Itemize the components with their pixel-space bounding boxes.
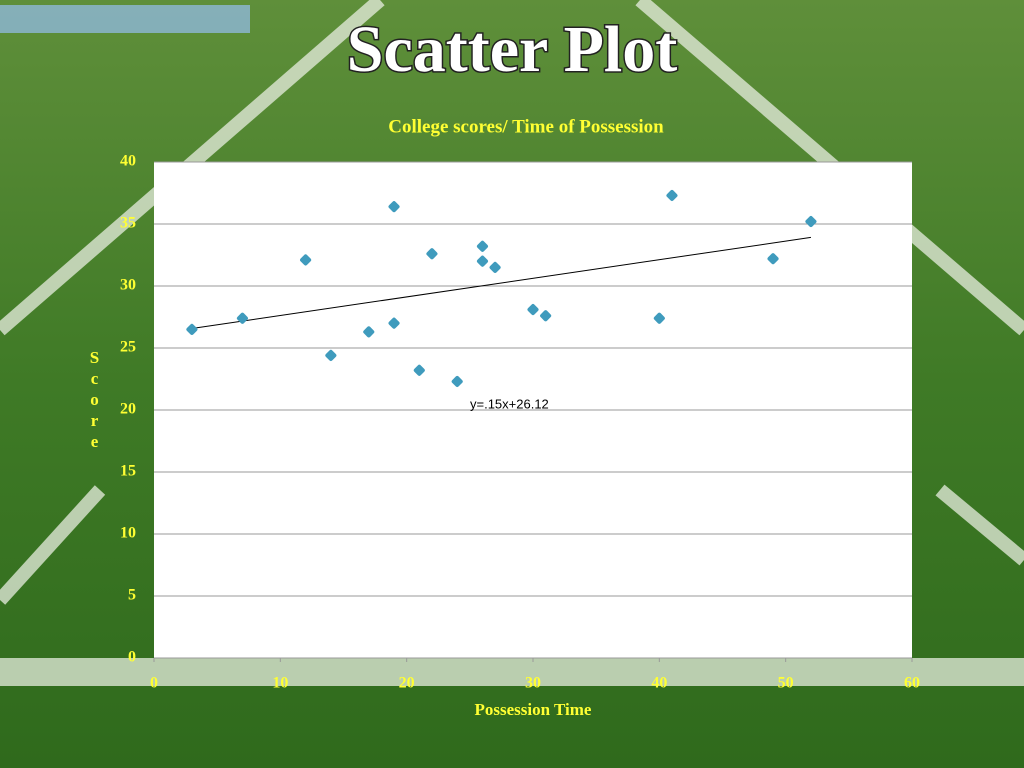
x-tick-label: 30 (525, 675, 541, 692)
data-point (388, 201, 400, 213)
chart-layer: 0 5 10 15 20 25 30 35 40 0 10 20 30 40 50 60 y=.15x+26.1… (120, 153, 920, 692)
chart-title: College scores/ Time of Possession (388, 116, 664, 137)
x-tick-label: 60 (904, 675, 920, 692)
data-point (540, 310, 552, 322)
data-point (476, 255, 489, 267)
y-tick-label: 20 (120, 401, 136, 418)
y-tick-label: 15 (120, 463, 136, 480)
x-tick-label: 20 (399, 675, 415, 692)
y-tick-label: 5 (128, 587, 136, 604)
data-point (426, 248, 438, 260)
data-point (805, 215, 817, 228)
y-tick-label: 10 (120, 525, 136, 542)
y-tick-label: 25 (120, 339, 136, 356)
data-point (451, 375, 463, 388)
y-tick-label: 30 (120, 277, 136, 294)
data-point (388, 317, 400, 329)
data-point (325, 349, 337, 361)
x-tick-label: 50 (778, 675, 794, 692)
data-point (666, 189, 678, 202)
y-tick-label: 0 (128, 649, 136, 666)
x-tick-label: 0 (150, 675, 158, 692)
data-point (363, 326, 375, 338)
trendline-label: y=.15x+26.12 (470, 396, 549, 411)
y-axis-label: Score (85, 348, 104, 453)
y-tick-label: 40 (120, 153, 136, 170)
data-point (413, 364, 425, 376)
data-point (653, 312, 665, 324)
y-tick-label: 35 (120, 215, 136, 232)
stadium-banner (0, 5, 250, 33)
x-tick-label: 40 (651, 675, 667, 692)
data-point (236, 312, 248, 324)
data-point (767, 253, 779, 265)
x-axis-label: Possession Time (475, 700, 592, 719)
slide-title: Scatter Plot (347, 13, 678, 86)
data-point (527, 304, 539, 316)
data-point (300, 254, 312, 266)
trendline (191, 236, 812, 330)
x-tick-label: 10 (272, 675, 288, 692)
data-point (489, 261, 501, 273)
data-point (476, 240, 489, 252)
data-point (186, 323, 198, 335)
